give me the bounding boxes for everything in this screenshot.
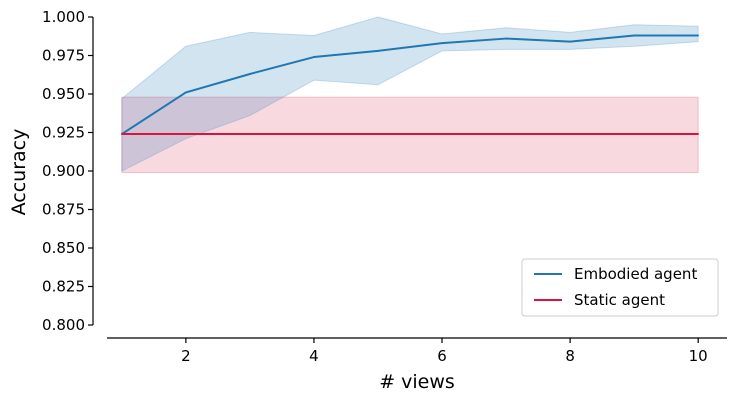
data-point-embodied-agent [569,40,571,43]
x-axis-title: # views [379,371,455,393]
data-point-static-agent [697,133,699,135]
y-axis-title: Accuracy [8,129,30,216]
data-point-static-agent [121,133,123,135]
legend-label-embodied-agent: Embodied agent [574,265,697,283]
y-tick-label: 0.950 [42,85,85,103]
legend-label-static-agent: Static agent [574,291,665,309]
y-tick-label: 0.900 [42,162,85,180]
y-tick-label: 0.975 [42,47,85,65]
y-tick-label: 0.875 [42,201,85,219]
data-point-embodied-agent [441,42,443,44]
confidence-band-embodied-agent [121,16,699,172]
y-tick-label: 0.800 [42,316,85,334]
y-tick-label: 1.000 [42,8,85,26]
data-point-embodied-agent [313,56,315,58]
legend-box [521,258,719,317]
x-tick-label: 4 [309,347,319,365]
x-tick-label: 10 [689,347,708,365]
y-tick-label: 0.850 [42,239,85,257]
data-point-embodied-agent [249,73,251,75]
series-lines [121,34,699,136]
confidence-bands [121,16,699,174]
data-point-embodied-agent [505,37,507,40]
y-tick-label: 0.825 [42,278,85,296]
x-tick-label: 8 [565,347,575,365]
x-tick-label: 2 [181,347,191,365]
data-point-embodied-agent [633,34,635,37]
data-point-embodied-agent [697,34,699,37]
x-tick-label: 6 [437,347,447,365]
data-point-embodied-agent [185,91,187,94]
series-line-embodied-agent [121,34,699,135]
data-point-embodied-agent [377,50,379,52]
y-tick-label: 0.925 [42,124,85,142]
axes: 0.800 0.825 0.850 0.875 0.900 0.925 0.950 0.975… [42,8,727,365]
legend: Embodied agent Static agent [521,258,719,317]
